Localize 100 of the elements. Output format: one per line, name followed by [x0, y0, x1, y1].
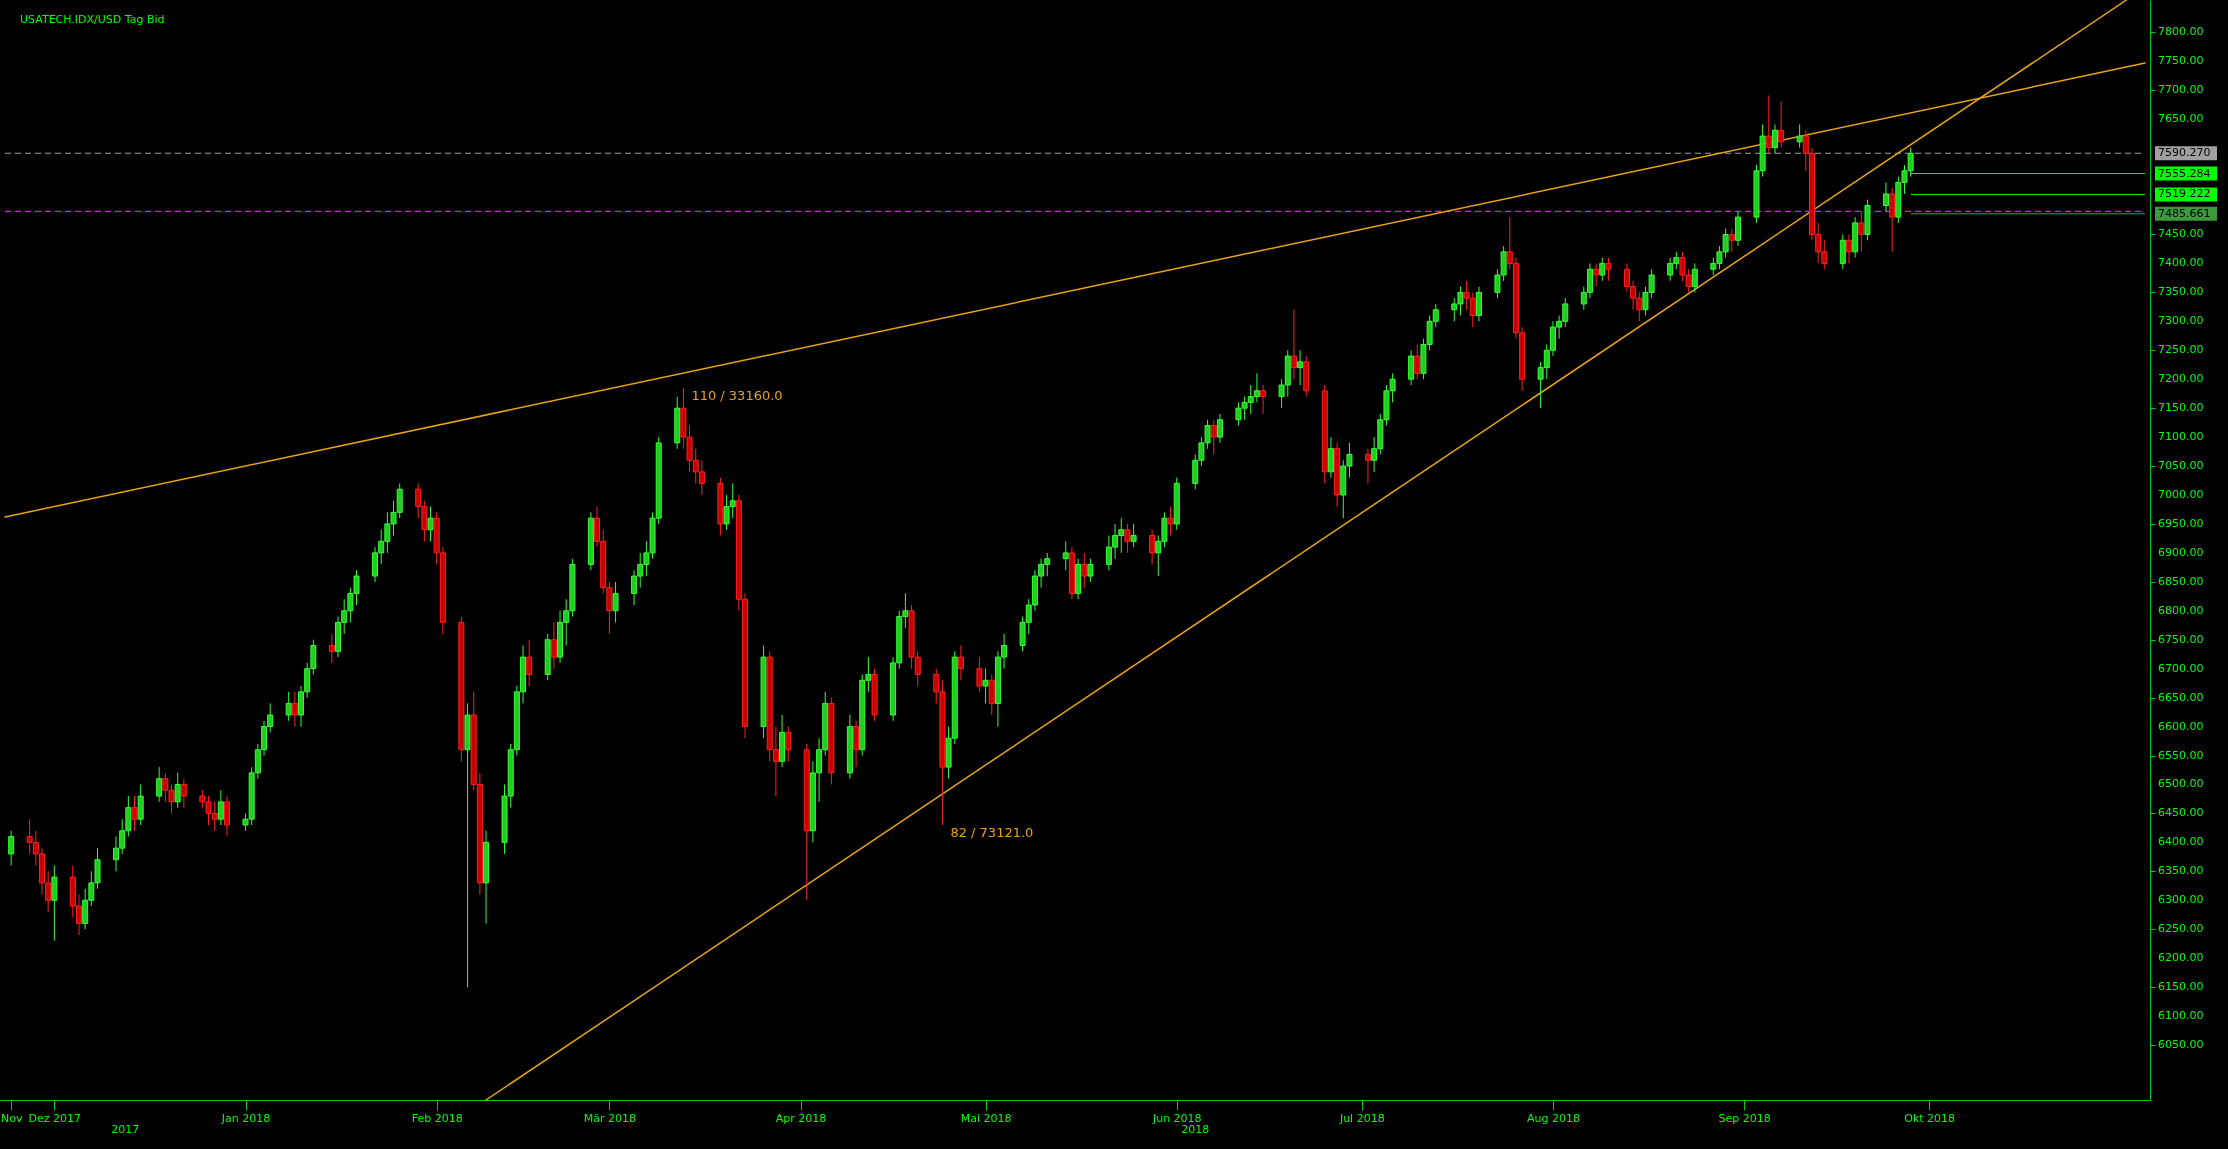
x-tick-label: Nov: [0, 1111, 23, 1125]
y-tick-label: 6750.00: [2158, 632, 2204, 646]
candlestick: [1796, 123, 1803, 149]
candlestick: [217, 789, 224, 826]
ref-line-label: 7485.661: [2158, 206, 2211, 220]
candlestick: [285, 691, 292, 722]
candlestick: [1858, 210, 1865, 253]
y-tick-label: 7750.00: [2158, 53, 2204, 67]
y-tick-label: 7350.00: [2158, 285, 2204, 299]
candlestick: [1124, 523, 1131, 554]
y-tick-label: 7050.00: [2158, 459, 2204, 473]
candlestick: [1605, 257, 1612, 282]
x-tick-label: Mai 2018: [960, 1111, 1012, 1125]
candlestick: [1130, 523, 1137, 548]
x-tick-label: Dez 2017: [28, 1111, 82, 1125]
y-tick-label: 6200.00: [2158, 951, 2204, 965]
y-tick-label: 6100.00: [2158, 1009, 2204, 1023]
candlestick: [1297, 349, 1304, 386]
candlestick: [328, 633, 335, 664]
y-tick-label: 6900.00: [2158, 545, 2204, 559]
candlestick: [156, 766, 163, 803]
x-tick-label: Mär 2018: [583, 1111, 637, 1125]
candlestick: [1889, 187, 1896, 253]
ref-line-label: 7590.270: [2158, 146, 2211, 160]
candlestick: [8, 830, 15, 867]
y-tick-label: 7450.00: [2158, 227, 2204, 241]
candlestick: [1167, 506, 1174, 537]
y-tick-label: 6050.00: [2158, 1038, 2204, 1051]
annotation: 82 / 73121.0: [950, 825, 1034, 840]
candlestick: [1062, 540, 1069, 571]
candlestick: [1882, 181, 1889, 212]
y-tick-label: 6600.00: [2158, 719, 2204, 733]
y-tick-label: 6700.00: [2158, 661, 2204, 675]
candlestick: [1839, 233, 1846, 270]
candlestick: [1290, 309, 1297, 380]
y-tick-label: 6450.00: [2158, 806, 2204, 820]
candlestick: [224, 795, 231, 838]
candlestick: [785, 726, 792, 762]
candlestick: [526, 639, 533, 687]
candlestick: [1599, 257, 1606, 282]
candlestick: [427, 506, 434, 542]
x-tick-label: Apr 2018: [775, 1111, 827, 1125]
candlestick: [1475, 286, 1482, 322]
candlestick: [51, 865, 58, 942]
y-tick-label: 7150.00: [2158, 401, 2204, 415]
y-tick-label: 6950.00: [2158, 516, 2204, 530]
candlestick: [853, 720, 860, 768]
y-tick-label: 7700.00: [2158, 82, 2204, 96]
ref-line-label: 7555.284: [2158, 166, 2211, 180]
y-tick-label: 6350.00: [2158, 864, 2204, 878]
x-tick-label: Jun 2018: [1151, 1111, 1202, 1125]
y-tick-label: 6500.00: [2158, 777, 2204, 791]
y-tick-label: 6300.00: [2158, 893, 2204, 907]
candlestick: [1149, 529, 1156, 565]
candlestick: [1778, 100, 1785, 149]
candlestick: [1210, 419, 1217, 455]
y-tick-label: 7300.00: [2158, 314, 2204, 328]
candlestick: [612, 581, 619, 623]
candlestick: [1734, 210, 1741, 247]
candlestick: [1728, 228, 1735, 253]
y-tick-label: 7200.00: [2158, 372, 2204, 386]
candlestick: [1593, 262, 1600, 288]
candlestick: [137, 783, 144, 826]
candlestick: [1216, 413, 1223, 444]
x-tick-label: Sep 2018: [1718, 1111, 1771, 1125]
x-tick-label: Okt 2018: [1904, 1111, 1956, 1125]
candlestick: [988, 673, 995, 716]
candlestick: [1260, 384, 1267, 415]
text: 2017: [111, 1123, 140, 1136]
candlestick: [1364, 448, 1371, 484]
y-tick-label: 6250.00: [2158, 922, 2204, 936]
text: 2018: [1181, 1123, 1210, 1136]
y-tick-label: 7650.00: [2158, 111, 2204, 125]
candlestick: [957, 645, 964, 681]
y-tick-label: 6550.00: [2158, 748, 2204, 762]
candlestick: [1081, 552, 1088, 589]
candlestick: [1414, 343, 1421, 380]
candlestick: [550, 621, 557, 670]
candlestick: [464, 702, 471, 988]
y-tick-label: 6150.00: [2158, 980, 2204, 994]
x-tick-label: Jul 2018: [1338, 1111, 1385, 1125]
text: USATECH.IDX/USD Tag Bid: [20, 13, 165, 27]
y-tick-label: 7800.00: [2158, 24, 2204, 38]
candlestick: [291, 691, 298, 728]
y-tick-label: 6850.00: [2158, 574, 2204, 588]
candlestick: [982, 668, 989, 704]
y-tick-label: 7100.00: [2158, 430, 2204, 444]
annotation: 110 / 33160.0: [691, 387, 783, 403]
candlestick: [1771, 123, 1778, 154]
candlestick: [131, 795, 138, 832]
y-tick-label: 6400.00: [2158, 835, 2204, 849]
y-tick-label: 6800.00: [2158, 603, 2204, 617]
y-tick-label: 7000.00: [2158, 488, 2204, 501]
candlestick: [1327, 436, 1334, 479]
candlestick: [174, 772, 181, 809]
candlestick: [1408, 349, 1415, 386]
candlestick: [1087, 558, 1094, 583]
x-tick-label: Aug 2018: [1526, 1111, 1580, 1125]
candlestick: [976, 656, 983, 693]
y-tick-label: 7400.00: [2158, 256, 2204, 270]
